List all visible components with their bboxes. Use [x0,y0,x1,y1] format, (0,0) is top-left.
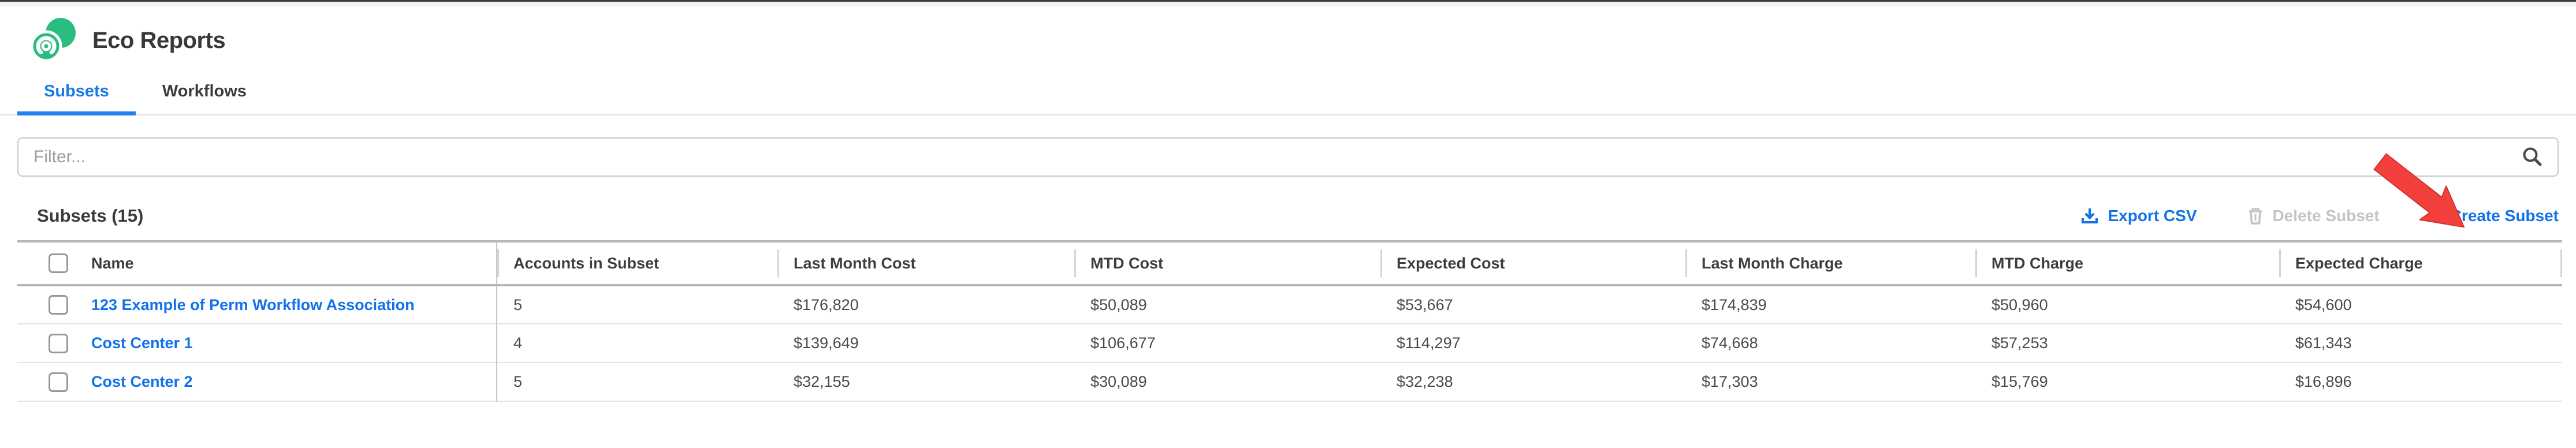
row-checkbox[interactable] [49,372,68,392]
last-month-charge-cell: $17,303 [1702,373,1758,390]
expected-cost-cell: $53,667 [1397,296,1453,313]
create-subset-label: Create Subset [2450,207,2559,225]
delete-subset-button[interactable]: Delete Subset [2247,207,2380,225]
column-header-last-month-charge[interactable]: Last Month Charge [1685,241,1975,285]
column-divider [497,249,499,277]
expected-cost-cell: $32,238 [1397,373,1453,390]
subsets-table: Name Accounts in Subset Last Month Cost … [17,240,2562,402]
create-subset-button[interactable]: + Create Subset [2429,203,2559,226]
accounts-in-subset-cell: 5 [513,373,523,390]
table-row: Cost Center 2 5 $32,155 $30,089 $32,238 … [17,363,2562,401]
column-header-mtd-cost[interactable]: MTD Cost [1074,241,1380,285]
column-header-name[interactable]: Name [75,241,497,285]
trash-icon [2247,207,2264,225]
select-all-checkbox[interactable] [49,253,68,273]
select-all-checkbox-cell [17,241,75,285]
tab-workflows[interactable]: Workflows [162,82,247,100]
download-icon [2080,207,2099,225]
table-row: Cost Center 1 4 $139,649 $106,677 $114,2… [17,324,2562,363]
tabbar: Subsets Workflows [0,73,2576,115]
last-month-cost-cell: $176,820 [794,296,859,313]
eco-logo-icon [32,18,77,63]
column-divider [1975,249,1977,277]
last-month-cost-cell: $32,155 [794,373,850,390]
column-header-mtd-charge[interactable]: MTD Charge [1975,241,2279,285]
expected-cost-cell: $114,297 [1397,334,1461,352]
column-header-last-month-cost[interactable]: Last Month Cost [777,241,1074,285]
window-top-strip [0,2,2576,7]
column-divider [1380,249,1382,277]
last-month-charge-cell: $74,668 [1702,334,1758,352]
filter-bar [17,137,2559,177]
expected-charge-cell: $61,343 [2295,334,2352,352]
column-divider [2279,249,2281,277]
app-header: Eco Reports [0,7,2576,62]
last-month-cost-cell: $139,649 [794,334,859,352]
subsets-toolbar: Subsets (15) Export CSV Delet [17,203,2559,226]
search-icon[interactable] [2519,144,2545,170]
row-checkbox[interactable] [49,295,68,315]
column-divider [1685,249,1687,277]
plus-icon: + [2429,203,2441,226]
mtd-cost-cell: $30,089 [1090,373,1147,390]
export-csv-label: Export CSV [2108,207,2197,225]
accounts-in-subset-cell: 4 [513,334,523,352]
mtd-charge-cell: $50,960 [1991,296,2048,313]
page-title: Eco Reports [92,27,226,53]
export-csv-button[interactable]: Export CSV [2080,207,2197,225]
toolbar-actions: Export CSV Delete Subset + Create Subset [2080,203,2559,226]
column-header-expected-cost[interactable]: Expected Cost [1380,241,1685,285]
column-divider [1074,249,1076,277]
mtd-charge-cell: $57,253 [1991,334,2048,352]
column-header-expected-charge[interactable]: Expected Charge [2279,241,2562,285]
expected-charge-cell: $16,896 [2295,373,2352,390]
expected-charge-cell: $54,600 [2295,296,2352,313]
column-header-accounts[interactable]: Accounts in Subset [497,241,777,285]
filter-input[interactable] [17,137,2559,177]
mtd-cost-cell: $50,089 [1090,296,1147,313]
subset-name-link[interactable]: Cost Center 1 [91,334,193,352]
table-header: Name Accounts in Subset Last Month Cost … [17,241,2562,285]
table-row: 123 Example of Perm Workflow Association… [17,285,2562,324]
window-top-edge [0,0,2576,2]
delete-subset-label: Delete Subset [2272,207,2380,225]
mtd-cost-cell: $106,677 [1090,334,1156,352]
header-row: Name Accounts in Subset Last Month Cost … [17,241,2562,285]
tab-subsets[interactable]: Subsets [17,73,136,115]
subset-name-link[interactable]: 123 Example of Perm Workflow Association [91,296,415,313]
row-checkbox[interactable] [49,333,68,353]
mtd-charge-cell: $15,769 [1991,373,2048,390]
last-month-charge-cell: $174,839 [1702,296,1767,313]
subset-name-link[interactable]: Cost Center 2 [91,373,193,390]
accounts-in-subset-cell: 5 [513,296,523,313]
column-divider [777,249,779,277]
subsets-count-heading: Subsets (15) [37,206,144,226]
column-divider [2560,249,2562,277]
